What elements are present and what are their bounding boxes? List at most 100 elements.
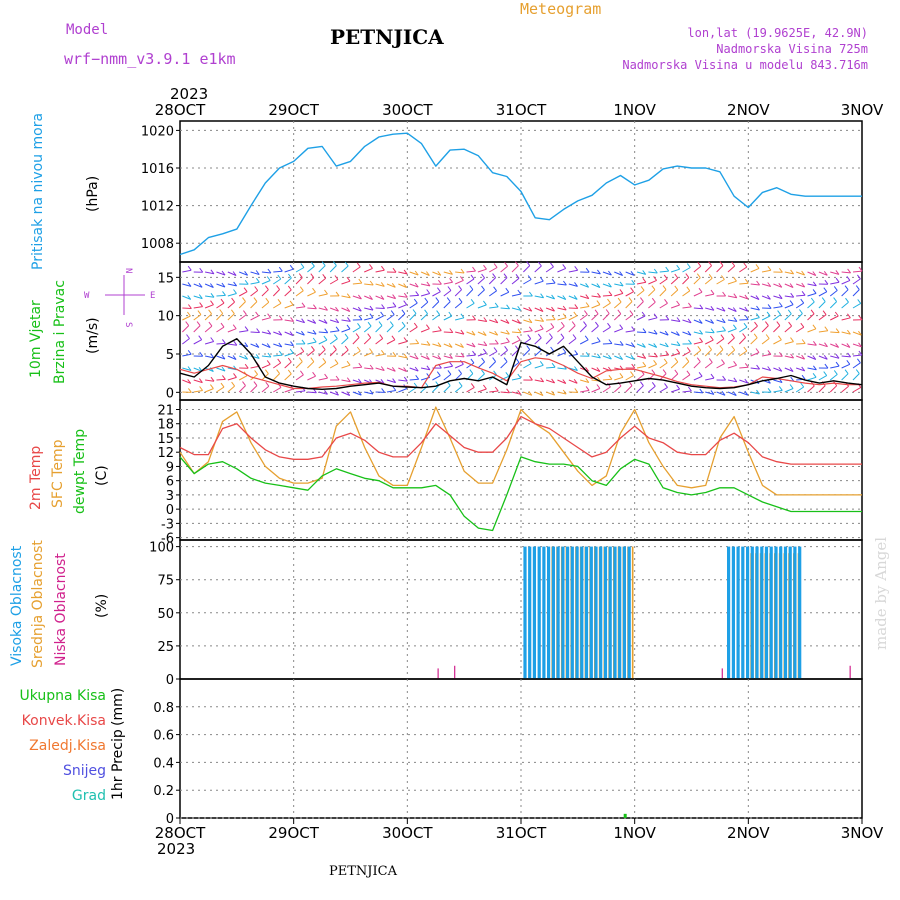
high-cloud-bar [580, 546, 584, 679]
wind-barb [591, 295, 601, 298]
wind-barb [500, 319, 510, 324]
wind-barb [818, 385, 826, 393]
bottom-time-labels: 28OCT 29OCT 30OCT 31OCT 1NOV 2NOV 3NOV [155, 818, 884, 842]
wind-barb [204, 304, 214, 309]
wind-barb [670, 388, 680, 393]
wind-barb-flag [415, 339, 420, 344]
wind-barb-flag [505, 329, 510, 335]
wind-barb [773, 367, 782, 372]
wind-barb-flag [198, 378, 203, 383]
wind-barb [193, 314, 202, 321]
wind-barb [807, 343, 817, 346]
wind-barb-flag [857, 274, 861, 280]
wind-barb-flag [755, 295, 760, 300]
wind-barb [273, 302, 282, 309]
wind-barb-flag [605, 309, 610, 314]
wind-barb [330, 330, 340, 333]
wind-barb-flag [845, 297, 849, 303]
wind-barb-flag [494, 386, 499, 392]
wind-barb-flag [335, 375, 340, 381]
wind-ytick-label: 0 [166, 386, 174, 401]
cloud-panel: 0 25 50 75 100 [149, 539, 863, 688]
wind-barb-flag [381, 304, 386, 309]
wind-barb-flag [358, 278, 363, 284]
wind-barb-flag [242, 297, 246, 302]
wind-barb-flag [685, 357, 690, 362]
wind-barb-flag [357, 390, 362, 396]
wind-barb [216, 283, 226, 288]
wind-barb-flag [560, 321, 565, 327]
wind-barb-flag [301, 302, 306, 308]
wind-barb [704, 277, 713, 285]
wind-barb [488, 361, 496, 369]
wind-barb-flag [642, 328, 647, 333]
wind-barb-flag [255, 354, 260, 359]
wind-barb-flag [312, 337, 317, 343]
wind-barb-flag [221, 354, 226, 360]
wind-barb-flag [686, 286, 691, 292]
temp-ylabel-3: dewpt Temp [72, 429, 88, 514]
wind-barb [182, 367, 192, 371]
wind-barb [250, 343, 260, 348]
wind-barb-flag [414, 270, 419, 276]
wind-barb-flag [824, 342, 828, 348]
wind-barb-flag [287, 273, 292, 279]
wind-barb-flag [312, 287, 316, 293]
wind-barb-flag [722, 326, 726, 332]
wind-barb-flag [312, 319, 317, 324]
wind-barb-flag [494, 330, 499, 336]
temp-unit: (C) [94, 465, 110, 486]
wind-barb [579, 339, 589, 345]
wind-barb [432, 271, 441, 276]
wind-barb-flag [779, 267, 783, 273]
wind-barb-flag [335, 306, 339, 312]
wind-barb-flag [220, 382, 225, 388]
wind-barb [761, 367, 771, 371]
wind-barb-flag [221, 375, 226, 380]
wind-barb-flag [220, 298, 225, 304]
wind-barb [397, 313, 406, 321]
wind-barb-flag [619, 355, 623, 360]
wind-barb [830, 365, 840, 369]
wind-barb-flag [389, 321, 394, 326]
wind-barb [454, 343, 464, 348]
wind-barb [284, 277, 292, 285]
wind-barb-flag [459, 276, 464, 281]
wind-barb-flag [800, 322, 805, 328]
wind-barb-flag [357, 294, 362, 300]
wind-barb-flag [801, 339, 806, 344]
wind-barb [545, 266, 554, 273]
wind-barb [784, 325, 792, 333]
wind-barb [204, 367, 214, 372]
wind-barb-flag [391, 335, 396, 341]
wind-barb-flag [472, 266, 476, 272]
wind-barb-flag [494, 339, 499, 345]
wind-barb-flag [210, 300, 214, 306]
elevation-label: Nadmorska Visina 725m [716, 42, 868, 56]
wind-barb-flag [287, 357, 292, 363]
wind-barb-flag [847, 313, 851, 319]
temp-ytick-label: -6 [161, 532, 174, 547]
wind-barb [352, 266, 361, 273]
wind-barb-flag [686, 347, 691, 352]
wind-barb-flag [390, 310, 395, 315]
bottom-time-label: 3NOV [841, 824, 884, 842]
wind-barb-flag [492, 357, 497, 362]
wind-barb [398, 388, 407, 393]
wind-barb [727, 295, 737, 299]
wind-barb-flag [642, 354, 647, 359]
wind-barb [750, 267, 760, 273]
wind-barb-flag [654, 352, 658, 358]
wind-barb-flag [789, 384, 794, 389]
wind-barb [670, 373, 679, 381]
wind-barb [398, 295, 408, 298]
wind-barb-flag [721, 318, 726, 324]
bottom-year-label: 2023 [157, 840, 195, 858]
high-cloud-bar [608, 546, 612, 679]
wind-barb [261, 271, 271, 274]
wind-barb [636, 343, 646, 348]
wind-barb [784, 295, 794, 298]
wind-barb-flag [413, 298, 418, 304]
wind-barb [852, 270, 863, 273]
wind-barb [795, 302, 804, 309]
